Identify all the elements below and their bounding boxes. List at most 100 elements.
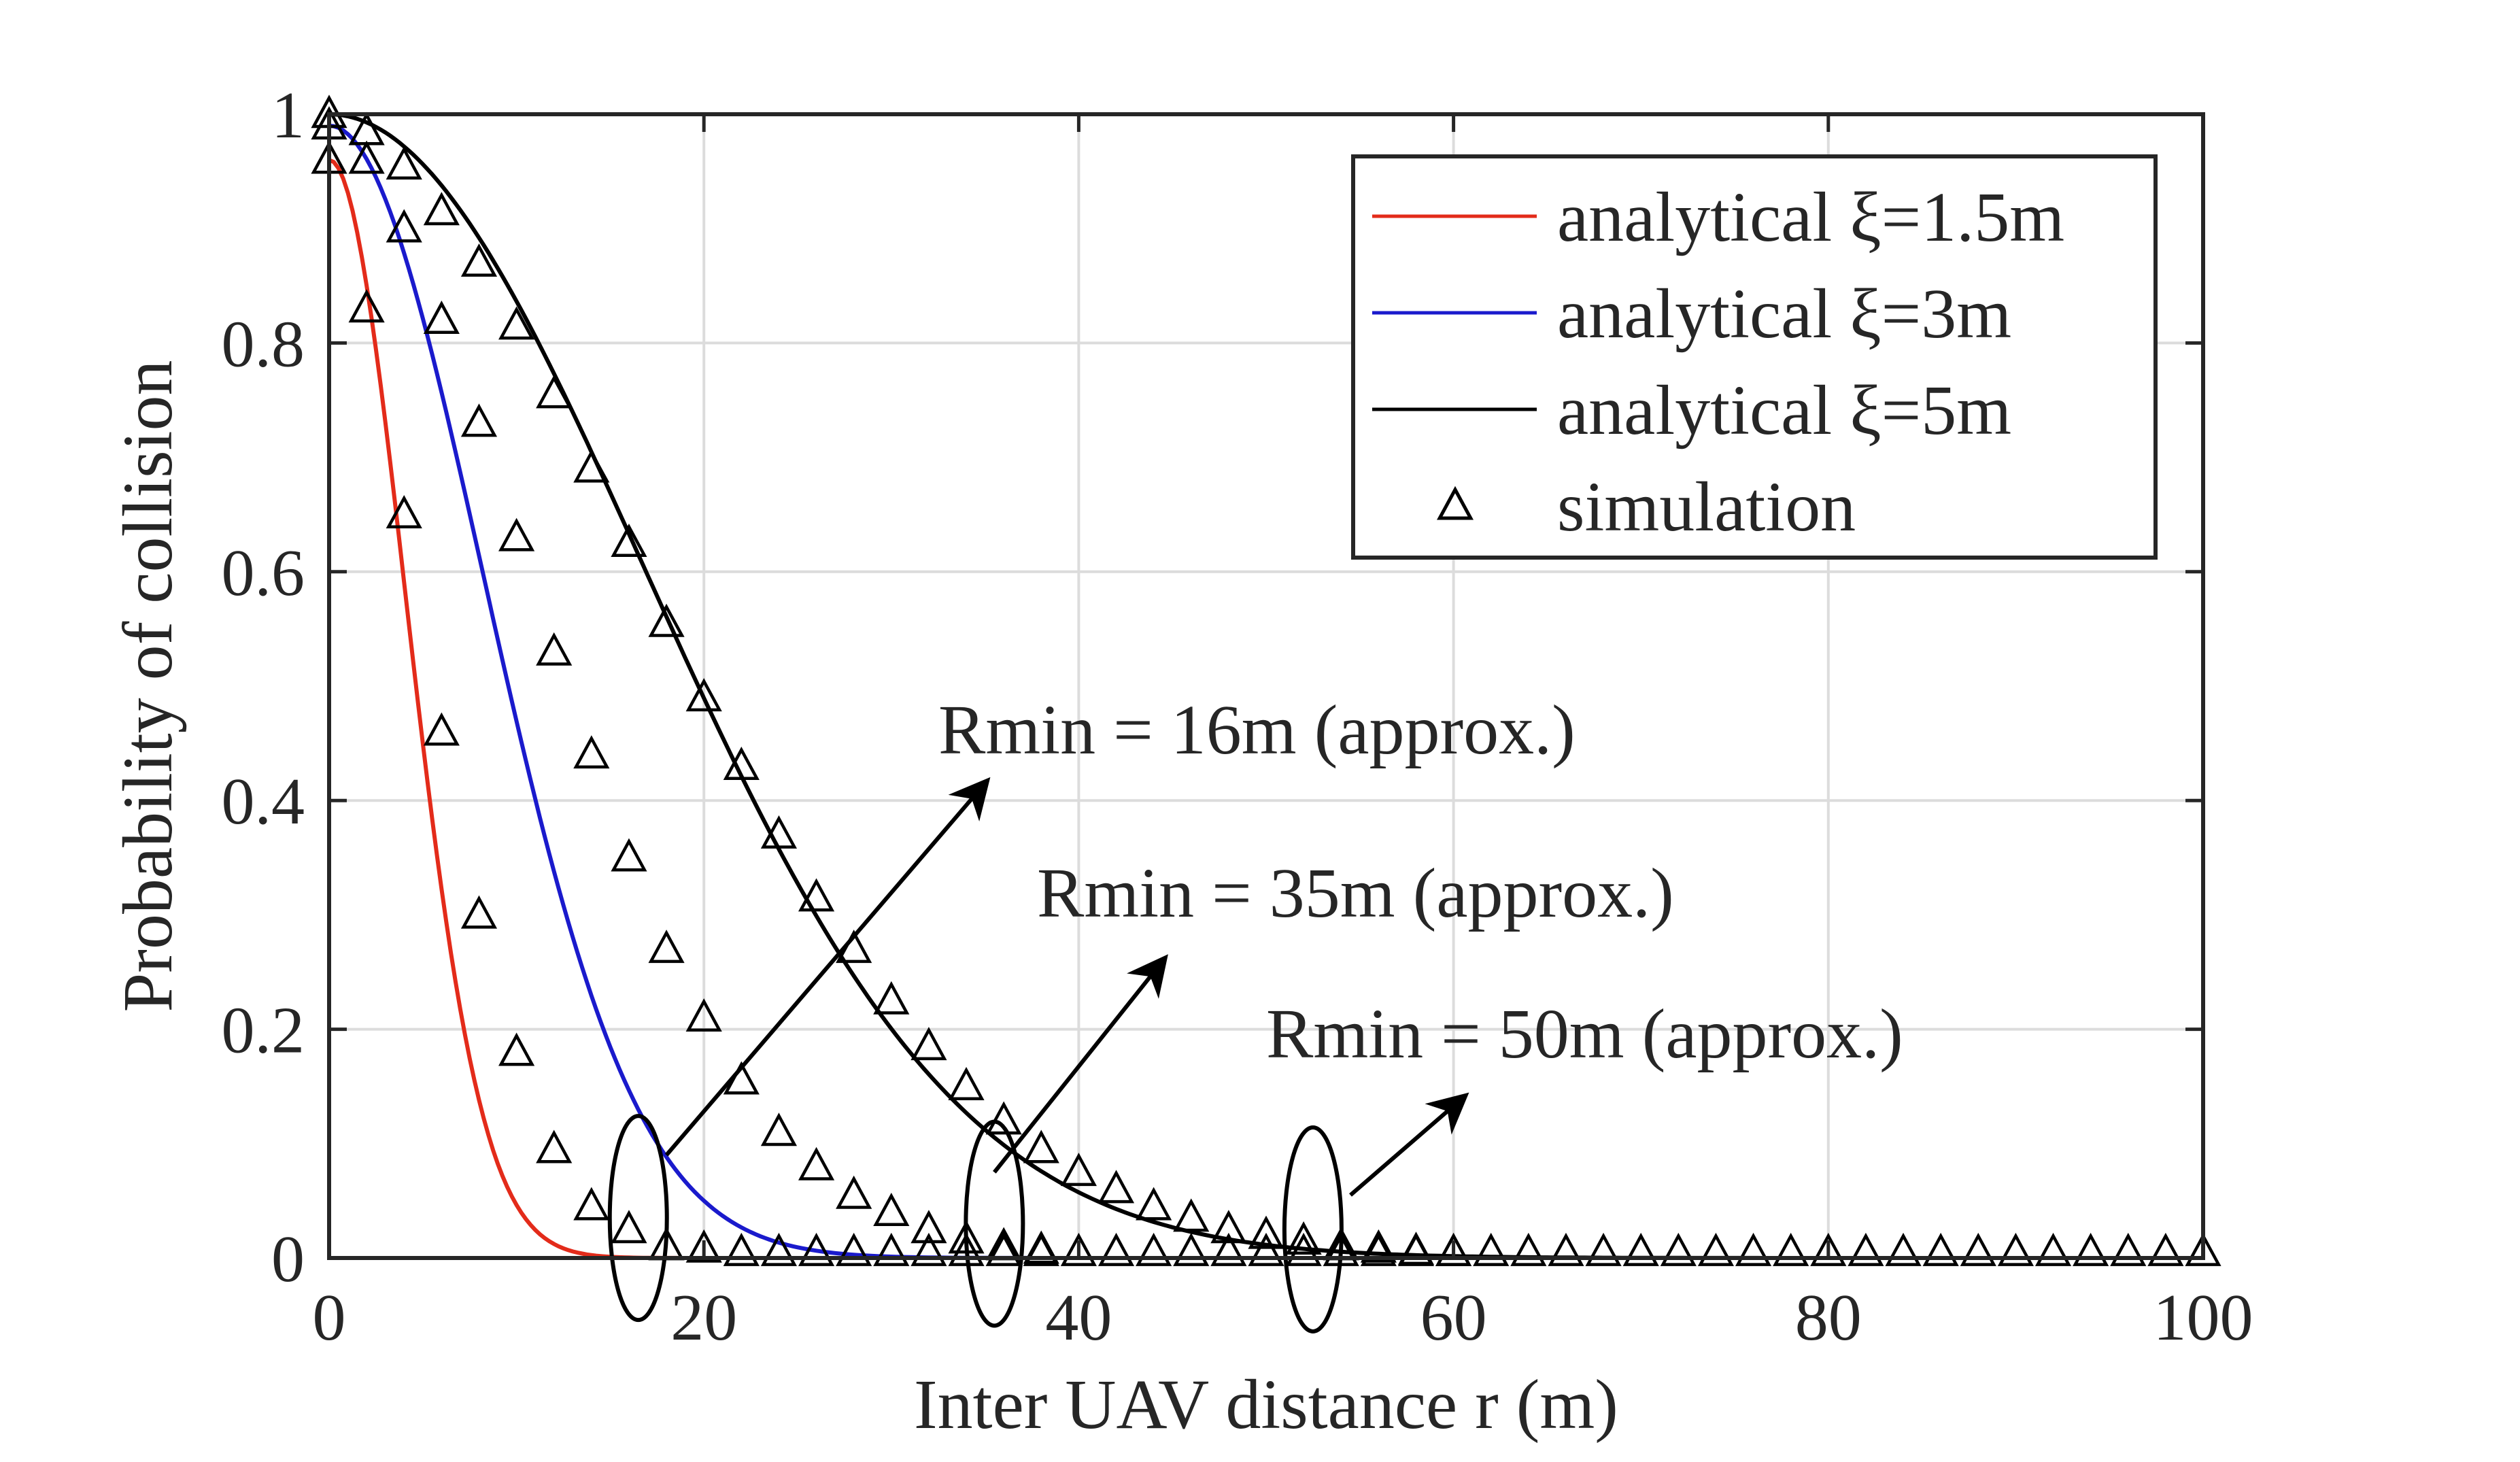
- simulation-point: [723, 1232, 760, 1266]
- simulation-point: [985, 1232, 1022, 1266]
- simulation-point: [910, 1210, 947, 1244]
- simulation-point: [1773, 1232, 1809, 1266]
- simulation-point: [611, 1210, 647, 1244]
- simulation-point: [1248, 1215, 1284, 1249]
- simulation-point: [536, 1129, 573, 1163]
- annotation-ellipse: [1282, 1125, 1344, 1333]
- simulation-point: [873, 1232, 910, 1266]
- simulation-point: [2110, 1232, 2147, 1266]
- simulation-point: [423, 192, 460, 226]
- simulation-point: [1136, 1187, 1172, 1221]
- legend-label-simulation: simulation: [1557, 468, 1856, 546]
- plot-frame: [327, 112, 2205, 1260]
- simulation-point: [1060, 1232, 1097, 1266]
- simulation-point: [611, 524, 647, 557]
- simulation-point: [573, 735, 610, 769]
- simulation-point: [760, 1232, 798, 1266]
- x-tick-label: 40: [1045, 1281, 1112, 1355]
- simulation-point: [536, 375, 573, 409]
- simulation-markers: [311, 95, 2221, 1266]
- legend-label-xi-1-5: analytical ξ=1.5m: [1557, 178, 2064, 256]
- y-tick-label: 1: [271, 79, 305, 152]
- simulation-point: [1173, 1198, 1210, 1232]
- simulation-point: [948, 1066, 985, 1100]
- simulation-point: [798, 1146, 835, 1180]
- simulation-point: [1585, 1232, 1622, 1266]
- legend-label-xi-3: analytical ξ=3m: [1557, 275, 2011, 353]
- y-tick-label: 0.8: [222, 307, 305, 381]
- simulation-point: [573, 1187, 610, 1221]
- annotation-ellipse: [964, 1119, 1025, 1328]
- simulation-point: [1285, 1232, 1322, 1266]
- simulation-point: [1960, 1232, 1996, 1266]
- x-tick-label: 0: [313, 1281, 346, 1355]
- simulation-point: [1548, 1232, 1584, 1266]
- simulation-point: [1435, 1232, 1472, 1266]
- simulation-point: [1397, 1232, 1435, 1266]
- simulation-point: [1060, 1153, 1097, 1187]
- simulation-point: [985, 1101, 1022, 1135]
- axis-ticks: 0 20 40 60 80 100 0 0.2 0.4 0.6 0.8 1: [222, 79, 2253, 1355]
- simulation-point: [1885, 1232, 1922, 1266]
- simulation-point: [348, 112, 385, 146]
- legend-box: [1351, 154, 2158, 560]
- simulation-point: [1023, 1129, 1059, 1163]
- simulation-point: [1136, 1232, 1172, 1266]
- legend-swatch-simulation: [1436, 486, 1474, 520]
- simulation-point: [648, 603, 685, 637]
- y-tick-label: 0.2: [222, 994, 305, 1068]
- legend-label-xi-5: analytical ξ=5m: [1557, 371, 2011, 449]
- annotation-text: Rmin = 35m (approx.): [1037, 854, 1674, 932]
- annotation-text: Rmin = 50m (approx.): [1266, 995, 1903, 1073]
- simulation-point: [1360, 1229, 1397, 1263]
- x-tick-label: 100: [2153, 1281, 2253, 1355]
- simulation-point: [2185, 1232, 2221, 1266]
- y-tick-label: 0.4: [222, 765, 305, 838]
- simulation-point: [1360, 1232, 1397, 1266]
- simulation-point: [1210, 1232, 1247, 1266]
- simulation-point: [423, 301, 460, 335]
- annotation-text: Rmin = 16m (approx.): [938, 691, 1576, 769]
- simulation-point: [1848, 1232, 1884, 1266]
- simulation-point: [910, 1232, 947, 1266]
- simulation-point: [611, 838, 647, 872]
- simulation-point: [910, 1027, 947, 1061]
- simulation-point: [348, 289, 385, 323]
- simulation-point: [685, 998, 722, 1032]
- simulation-point: [873, 981, 910, 1015]
- simulation-point: [760, 815, 798, 849]
- simulation-point: [498, 1032, 535, 1066]
- simulation-point: [573, 449, 610, 483]
- simulation-point: [1023, 1232, 1059, 1266]
- simulation-point: [836, 1232, 872, 1266]
- y-tick-label: 0.6: [222, 537, 305, 610]
- simulation-point: [1735, 1232, 1772, 1266]
- x-tick-label: 20: [670, 1281, 737, 1355]
- simulation-point: [648, 930, 685, 964]
- simulation-point: [1097, 1232, 1135, 1266]
- simulation-point: [498, 306, 535, 340]
- simulation-point: [1397, 1231, 1435, 1265]
- annotation-arrow: [664, 777, 991, 1157]
- simulation-point: [1023, 1230, 1059, 1264]
- legend: analytical ξ=1.5m analytical ξ=3m analyt…: [1351, 154, 2158, 560]
- simulation-point: [460, 895, 498, 929]
- simulation-point: [1097, 1170, 1135, 1204]
- x-tick-label: 80: [1795, 1281, 1862, 1355]
- simulation-point: [1660, 1232, 1697, 1266]
- simulation-point: [2147, 1232, 2184, 1266]
- simulation-point: [1622, 1232, 1659, 1266]
- simulation-point: [498, 517, 535, 551]
- annotations: Rmin = 16m (approx.) Rmin = 35m (approx.)…: [607, 691, 1903, 1333]
- x-tick-label: 60: [1420, 1281, 1487, 1355]
- simulation-point: [723, 747, 760, 780]
- simulation-point: [873, 1193, 910, 1226]
- simulation-point: [460, 403, 498, 437]
- simulation-point: [1810, 1232, 1847, 1266]
- simulation-point: [460, 243, 498, 277]
- simulation-point: [2034, 1232, 2072, 1266]
- simulation-point: [386, 209, 422, 243]
- simulation-point: [685, 678, 722, 712]
- simulation-point: [1173, 1232, 1210, 1266]
